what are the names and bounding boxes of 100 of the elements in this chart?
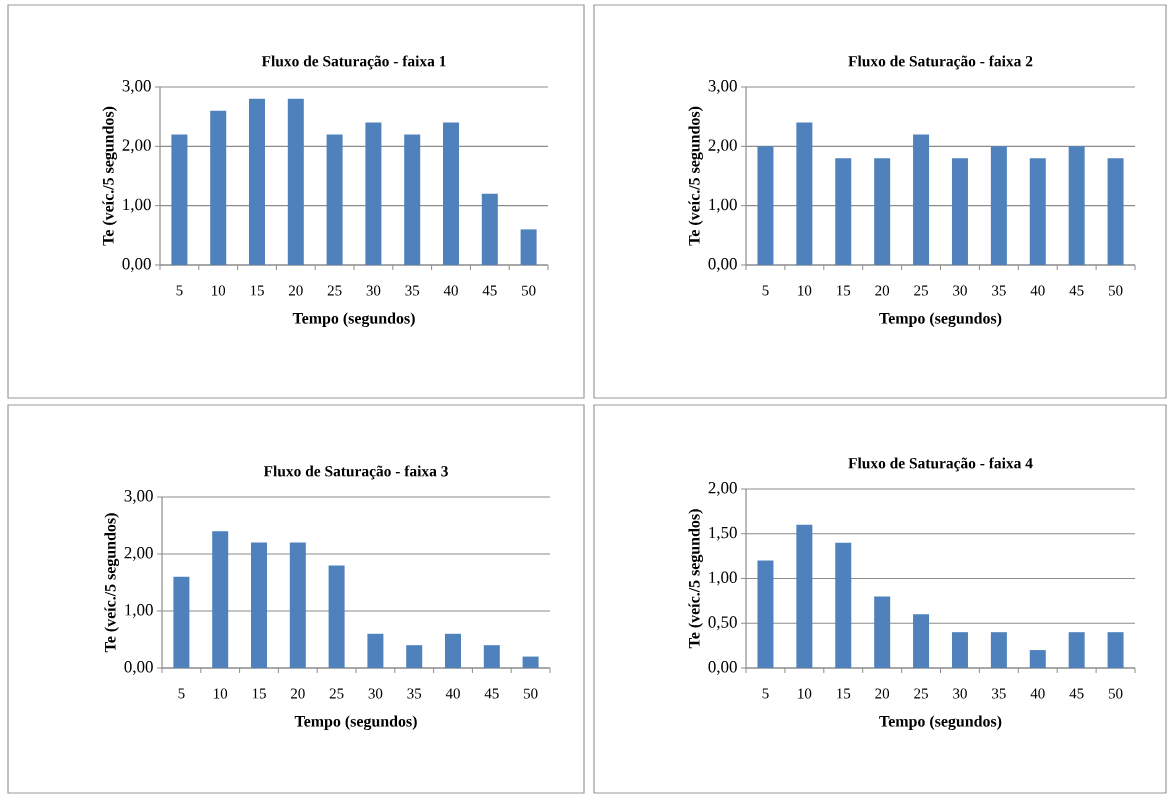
y-tick-label: 0,00 — [708, 661, 737, 675]
bar — [251, 542, 268, 668]
x-tick-label: 25 — [914, 688, 928, 699]
bar — [481, 193, 498, 265]
x-tick-label: 10 — [798, 285, 812, 296]
x-tick-label: 10 — [798, 688, 812, 699]
x-tick-label: 35 — [405, 285, 420, 296]
x-tick-label: 15 — [837, 285, 851, 296]
x-tick-label: 35 — [992, 285, 1006, 296]
bar — [1068, 632, 1085, 668]
x-tick-label: 15 — [250, 285, 264, 296]
bar — [483, 645, 500, 668]
y-tick-label: 3,00 — [124, 490, 153, 504]
x-tick-label: 40 — [1030, 285, 1045, 296]
bar — [951, 632, 968, 668]
x-tick-label: 50 — [1108, 285, 1123, 296]
x-tick-label: 20 — [875, 285, 890, 296]
x-tick-label: 5 — [762, 285, 769, 296]
bar — [796, 122, 813, 265]
y-tick-label: 1,50 — [709, 526, 737, 541]
bar — [212, 531, 229, 668]
x-tick-label: 30 — [953, 688, 967, 699]
y-tick-label: 2,00 — [708, 139, 737, 154]
x-axis-title: Tempo (segundos) — [879, 715, 1002, 730]
x-tick-label: 20 — [290, 688, 305, 699]
y-tick-label: 2,00 — [122, 139, 151, 154]
y-tick-label: 3,00 — [122, 80, 151, 94]
bar — [913, 614, 930, 668]
bar — [757, 560, 774, 668]
y-tick-label: 2,00 — [708, 482, 737, 496]
x-tick-label: 25 — [914, 285, 928, 296]
y-tick-label: 0,50 — [708, 616, 737, 631]
bar — [1107, 158, 1124, 265]
bar — [1029, 158, 1046, 265]
chart-title: Fluxo de Saturação - faixa 1 — [261, 55, 446, 70]
x-tick-label: 50 — [1108, 688, 1123, 699]
x-axis-title: Tempo (segundos) — [294, 715, 417, 730]
bar — [874, 158, 891, 265]
bar — [404, 134, 421, 265]
x-tick-label: 10 — [214, 688, 228, 699]
y-tick-label: 0,00 — [124, 661, 153, 675]
bar — [913, 134, 930, 265]
bar — [287, 98, 304, 265]
bar — [835, 158, 852, 265]
chart-title: Fluxo de Saturação - faixa 3 — [263, 465, 448, 480]
chart-title: Fluxo de Saturação - faixa 4 — [848, 457, 1033, 472]
bar — [990, 146, 1007, 265]
y-tick-label: 1,00 — [709, 198, 737, 213]
bar — [328, 565, 345, 668]
x-tick-label: 50 — [524, 688, 538, 699]
y-tick-label: 3,00 — [708, 80, 737, 94]
x-tick-label: 30 — [368, 688, 383, 699]
x-tick-label: 35 — [407, 688, 422, 699]
y-axis-title: Te (veíc./5 segundos) — [688, 509, 704, 649]
chart-title: Fluxo de Saturação - faixa 2 — [848, 55, 1033, 70]
bar — [171, 134, 188, 265]
bar — [1068, 146, 1085, 265]
y-tick-label: 1,00 — [123, 198, 151, 213]
bar — [522, 656, 539, 668]
bar — [874, 596, 891, 668]
bar — [326, 134, 343, 265]
bar — [365, 122, 382, 265]
y-axis-title: Te (veíc./5 segundos) — [102, 106, 118, 246]
x-axis-title: Tempo (segundos) — [879, 312, 1002, 327]
x-tick-label: 10 — [212, 285, 226, 296]
x-tick-label: 20 — [875, 688, 890, 699]
x-tick-label: 5 — [176, 285, 183, 296]
x-tick-label: 45 — [482, 285, 497, 296]
x-axis-title: Tempo (segundos) — [292, 312, 415, 327]
bar — [835, 542, 852, 668]
y-axis-title: Te (veíc./5 segundos) — [104, 513, 120, 653]
bar — [406, 645, 423, 668]
bar — [1107, 632, 1124, 668]
bar — [990, 632, 1007, 668]
x-tick-label: 50 — [522, 285, 536, 296]
y-tick-label: 0,00 — [708, 258, 737, 272]
y-tick-label: 1,00 — [709, 571, 737, 586]
bar — [1029, 650, 1046, 668]
x-tick-label: 25 — [329, 688, 344, 699]
x-tick-label: 15 — [837, 688, 851, 699]
y-axis-title: Te (veíc./5 segundos) — [688, 106, 704, 246]
x-tick-label: 30 — [953, 285, 967, 296]
x-tick-label: 40 — [443, 285, 458, 296]
bar — [173, 576, 190, 668]
bar — [289, 542, 306, 668]
bar — [951, 158, 968, 265]
x-tick-label: 5 — [762, 688, 769, 699]
y-tick-label: 2,00 — [124, 547, 153, 561]
x-tick-label: 40 — [445, 688, 460, 699]
bar — [210, 110, 227, 265]
bar — [443, 122, 460, 265]
y-tick-label: 1,00 — [125, 604, 153, 618]
x-tick-label: 15 — [252, 688, 266, 699]
bar — [445, 633, 462, 668]
x-tick-label: 20 — [288, 285, 303, 296]
x-tick-label: 5 — [178, 688, 185, 699]
x-tick-label: 35 — [992, 688, 1006, 699]
x-tick-label: 45 — [484, 688, 499, 699]
x-tick-label: 45 — [1069, 688, 1084, 699]
y-tick-label: 0,00 — [122, 258, 151, 272]
